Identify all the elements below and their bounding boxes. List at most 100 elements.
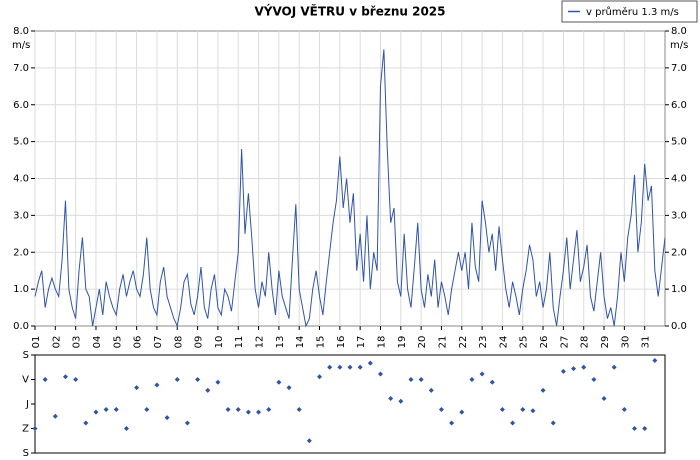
direction-point — [571, 366, 577, 372]
direction-point — [560, 368, 566, 374]
direction-point — [235, 406, 241, 412]
y-tick-label: S — [23, 350, 29, 361]
direction-point — [327, 364, 333, 370]
direction-point — [591, 377, 597, 382]
direction-point — [408, 377, 414, 382]
y-tick-label-right: 2.0 — [671, 247, 687, 258]
direction-point — [367, 360, 373, 366]
x-tick-label: 06 — [133, 336, 144, 349]
x-tick-label: 21 — [437, 336, 448, 349]
y-tick-label-right: 7.0 — [671, 63, 687, 74]
y-axis-label: m/s — [12, 40, 30, 51]
x-tick-label: 17 — [356, 336, 367, 349]
direction-point — [103, 406, 109, 412]
y-tick-label: V — [22, 375, 29, 386]
direction-point — [184, 420, 190, 426]
y-tick-label: Z — [22, 424, 29, 435]
direction-point — [266, 406, 272, 412]
x-tick-label: 19 — [397, 336, 408, 349]
y-tick-label-right: 3.0 — [671, 210, 687, 221]
x-tick-label: 11 — [234, 336, 245, 349]
direction-point — [306, 438, 312, 444]
direction-point — [174, 377, 180, 382]
x-tick-label: 08 — [173, 336, 184, 349]
x-tick-label: 31 — [641, 336, 652, 349]
direction-point — [540, 387, 546, 393]
direction-point — [530, 408, 536, 414]
direction-point — [144, 406, 150, 412]
direction-point — [449, 420, 455, 426]
legend-label: v průměru 1.3 m/s — [586, 6, 679, 18]
direction-point — [428, 387, 434, 393]
y-tick-label: 7.0 — [13, 63, 29, 74]
direction-point — [388, 396, 394, 402]
direction-point — [225, 406, 231, 412]
x-tick-label: 10 — [214, 336, 225, 349]
speed-line — [34, 49, 666, 328]
direction-point — [611, 364, 617, 370]
chart-title: VÝVOJ VĚTRU v březnu 2025 — [254, 4, 445, 19]
direction-point — [93, 409, 99, 415]
x-tick-label: 26 — [539, 336, 550, 349]
x-tick-label: 13 — [275, 336, 286, 349]
x-tick-label: 23 — [478, 336, 489, 349]
x-tick-label: 12 — [255, 336, 266, 349]
x-tick-label: 24 — [498, 336, 509, 349]
x-tick-label: 29 — [600, 336, 611, 349]
direction-point — [337, 364, 343, 370]
y-tick-label: S — [23, 448, 29, 459]
direction-point — [256, 409, 262, 415]
y-axis-label-right: m/s — [670, 40, 688, 51]
legend-box — [561, 0, 698, 23]
y-tick-label: 4.0 — [13, 174, 29, 185]
direction-point — [499, 406, 505, 412]
x-tick-label: 03 — [72, 336, 83, 349]
direction-point — [398, 398, 404, 404]
x-tick-label: 28 — [580, 336, 591, 349]
x-tick-label: 14 — [295, 336, 306, 349]
x-tick-label: 02 — [51, 336, 62, 349]
x-tick-label: 30 — [620, 336, 631, 349]
x-tick-label: 01 — [31, 336, 42, 349]
direction-point — [418, 377, 424, 382]
x-tick-label: 07 — [153, 336, 164, 349]
direction-point — [550, 420, 556, 426]
direction-point — [42, 377, 48, 382]
direction-point — [286, 385, 292, 391]
direction-point — [276, 379, 282, 385]
direction-point — [652, 357, 658, 363]
y-tick-label-right: 0.0 — [671, 321, 687, 332]
direction-point — [489, 379, 495, 385]
x-tick-label: 15 — [316, 336, 327, 349]
direction-point — [245, 409, 251, 415]
direction-point — [296, 406, 302, 412]
y-tick-label: 5.0 — [13, 137, 29, 148]
direction-point — [520, 406, 526, 412]
direction-point — [164, 415, 170, 421]
direction-point — [479, 371, 485, 377]
direction-point — [123, 426, 129, 431]
x-tick-label: 05 — [112, 336, 123, 349]
direction-point — [347, 364, 353, 370]
direction-point — [195, 377, 201, 382]
direction-point — [377, 371, 383, 377]
y-tick-label: 8.0 — [13, 26, 29, 37]
direction-point — [469, 377, 475, 382]
y-tick-label: 6.0 — [13, 100, 29, 111]
y-tick-label: 1.0 — [13, 284, 29, 295]
direction-point — [601, 396, 607, 402]
direction-point — [154, 382, 160, 388]
y-tick-label-right: 6.0 — [671, 100, 687, 111]
direction-point — [632, 426, 638, 431]
x-tick-label: 09 — [194, 336, 205, 349]
direction-point — [134, 385, 140, 391]
direction-point — [317, 374, 323, 380]
direction-point — [459, 409, 465, 415]
direction-point — [215, 379, 221, 385]
direction-point — [205, 387, 211, 393]
x-tick-label: 20 — [417, 336, 428, 349]
direction-point — [52, 413, 58, 419]
x-tick-label: 25 — [519, 336, 530, 349]
y-tick-label-right: 4.0 — [671, 174, 687, 185]
